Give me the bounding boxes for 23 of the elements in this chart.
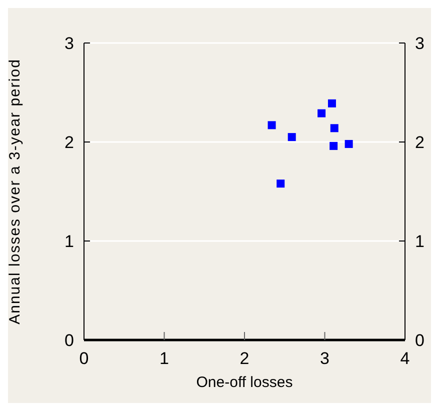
point [328,99,336,108]
y2-tick-label: 0 [415,331,424,350]
x-tick-label: 1 [160,349,169,368]
x-tick-label: 0 [79,349,89,368]
x-tick-label: 3 [320,349,330,368]
y2-tick-label: 3 [415,34,424,54]
y-tick-label: 3 [64,34,74,54]
point [330,124,338,132]
point [330,142,338,150]
point [318,109,326,118]
point [288,133,296,142]
x-tick-label: 2 [240,349,250,368]
y-tick-label: 1 [64,232,74,252]
y-tick-label: 2 [64,133,74,152]
point [268,121,276,130]
point [276,180,285,188]
y2-tick-label: 1 [415,232,424,252]
point [344,140,353,148]
x-axis-title: One-off losses [196,374,293,391]
y-axis-title: Annual losses over a 3-year period [6,58,24,324]
x-tick-label: 4 [400,349,410,368]
y-tick-label: 0 [64,331,74,350]
y2-tick-label: 2 [415,133,424,152]
